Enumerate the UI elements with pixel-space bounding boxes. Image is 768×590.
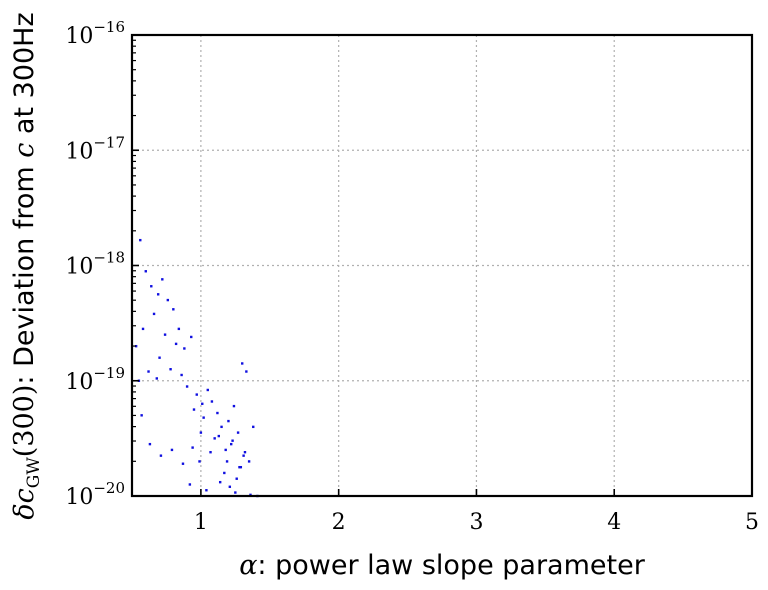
data-point (147, 370, 150, 373)
data-point (242, 454, 245, 457)
data-point (152, 312, 156, 316)
data-point (155, 377, 158, 380)
data-point (245, 370, 248, 373)
data-point (205, 489, 208, 492)
y-axis-tail: at 300Hz (9, 12, 40, 142)
y-tick-label: 10−16 (65, 18, 125, 49)
x-tick-label: 1 (194, 510, 208, 535)
data-point (150, 285, 153, 288)
data-point (181, 462, 185, 465)
data-point (220, 425, 223, 429)
data-point (227, 419, 230, 423)
y-axis-label: δcGW(300): Deviation from c at 300Hz (9, 12, 44, 519)
data-point (148, 442, 152, 446)
data-point (172, 308, 175, 311)
x-axis-label: α: power law slope parameter (239, 550, 646, 581)
data-point (159, 454, 163, 457)
data-point (217, 434, 220, 438)
data-point (134, 344, 138, 348)
data-point (170, 448, 174, 452)
y-axis-subscript: GW (24, 457, 44, 489)
y-tick-label: 10−17 (65, 133, 125, 164)
data-point (231, 439, 234, 442)
tick-labels: 1 2 3 4 5 10−20 10−19 10−18 10−17 10−16 (65, 18, 759, 535)
data-point (191, 446, 194, 449)
data-point (188, 483, 192, 486)
data-point (144, 270, 147, 273)
data-point (183, 347, 186, 350)
grid-lines (132, 35, 752, 496)
data-point (201, 402, 204, 405)
data-point (202, 416, 205, 419)
x-tick-label: 4 (607, 510, 621, 535)
data-point (195, 393, 198, 396)
x-axis-symbol: α (239, 550, 257, 581)
data-point (163, 333, 167, 336)
x-axis-text: : power law slope parameter (257, 550, 645, 581)
y-tick-label: 10−18 (65, 249, 125, 280)
data-point (158, 356, 161, 359)
x-tick-label: 3 (469, 510, 483, 535)
data-point (232, 404, 236, 408)
data-point (156, 293, 160, 296)
data-points (134, 238, 259, 498)
data-point (252, 425, 255, 429)
y-axis-text: : Deviation from (9, 158, 40, 385)
data-point (166, 298, 170, 302)
data-point (213, 437, 216, 440)
data-point (223, 471, 226, 475)
data-point (174, 342, 178, 346)
data-point (192, 408, 196, 411)
data-point (218, 480, 222, 484)
data-point (161, 278, 164, 281)
data-point (243, 451, 247, 454)
data-point (225, 460, 229, 463)
data-point (238, 465, 241, 469)
data-point (139, 238, 142, 242)
data-point (247, 460, 251, 463)
data-point (216, 411, 219, 415)
data-point (198, 460, 201, 463)
data-point (180, 373, 183, 377)
data-point (140, 414, 143, 417)
data-point (241, 362, 244, 365)
x-tick-label: 5 (745, 510, 759, 535)
axis-ticks (132, 34, 753, 497)
data-point (230, 442, 233, 446)
data-point (185, 385, 189, 388)
data-point (234, 491, 237, 494)
y-axis-argument: (300) (9, 385, 40, 458)
data-point (141, 327, 145, 331)
y-axis-symbol: δc (9, 488, 40, 519)
data-point (228, 485, 232, 488)
y-axis-c: c (9, 143, 40, 158)
data-point (236, 431, 240, 434)
data-point (190, 335, 193, 339)
data-point (224, 448, 227, 452)
data-point (177, 327, 181, 331)
data-point (239, 465, 243, 469)
data-point (206, 388, 209, 392)
data-point (210, 400, 214, 403)
x-tick-label: 2 (332, 510, 346, 535)
data-point (169, 368, 172, 371)
data-point (235, 477, 238, 480)
data-point (209, 451, 212, 454)
y-tick-label: 10−20 (65, 479, 125, 510)
y-tick-label: 10−19 (65, 364, 125, 395)
data-point (199, 431, 203, 434)
data-point (249, 493, 252, 497)
